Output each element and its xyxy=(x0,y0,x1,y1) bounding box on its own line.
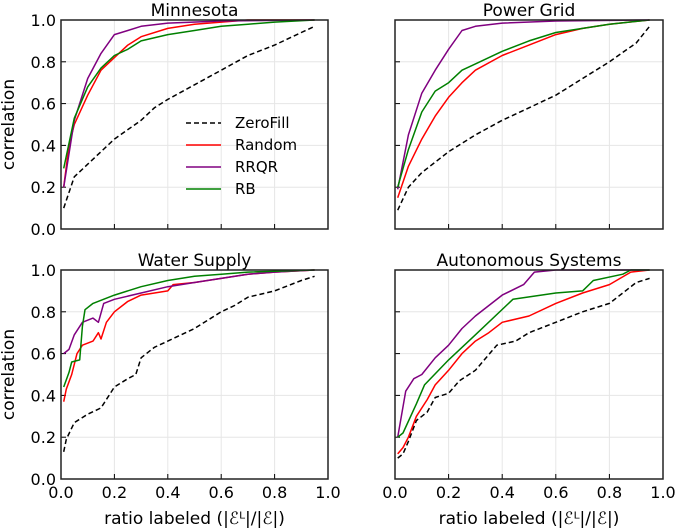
y-tick-label: 0.8 xyxy=(31,303,56,322)
series-line-rrqr xyxy=(396,269,650,438)
y-tick-label: 0.0 xyxy=(31,470,56,489)
x-tick-label: 1.0 xyxy=(650,483,675,502)
y-tick-label: 0.2 xyxy=(31,428,56,447)
x-tick-label: 0.8 xyxy=(597,483,622,502)
y-tick-label: 0.8 xyxy=(31,53,56,72)
series-line-zerofill xyxy=(62,275,315,452)
series-line-random xyxy=(397,269,650,455)
y-tick-label: 0.6 xyxy=(31,95,56,114)
series-line-rb xyxy=(396,19,650,188)
subplot-title: Power Grid xyxy=(483,1,575,21)
series-line-rb xyxy=(62,269,315,388)
x-tick-label: 0.0 xyxy=(48,483,73,502)
y-axis-label: correlation xyxy=(0,329,19,420)
series-line-zerofill xyxy=(62,25,315,209)
x-tick-label: 0.4 xyxy=(489,483,514,502)
y-tick-label: 0.2 xyxy=(31,178,56,197)
x-axis-label: ratio labeled (|ℰᴸ|/|ℰ|) xyxy=(439,509,620,529)
x-tick-label: 0.8 xyxy=(262,483,287,502)
y-tick-label: 1.0 xyxy=(31,11,56,30)
series-line-zerofill xyxy=(397,277,650,459)
y-tick-label: 0.4 xyxy=(31,136,56,155)
series-line-rb xyxy=(397,269,650,438)
y-tick-label: 1.0 xyxy=(31,261,56,280)
subplot-title: Autonomous Systems xyxy=(437,251,622,271)
legend-label: ZeroFill xyxy=(235,114,290,132)
x-tick-label: 0.0 xyxy=(382,483,407,502)
x-tick-label: 0.4 xyxy=(155,483,180,502)
axes-frame xyxy=(394,269,664,480)
series-line-rrqr xyxy=(62,19,315,188)
subplot-title: Minnesota xyxy=(151,1,239,21)
axes-frame xyxy=(394,19,664,230)
legend-label: Random xyxy=(235,136,297,154)
axes-frame xyxy=(60,19,329,230)
subplot-title: Water Supply xyxy=(138,251,252,271)
x-tick-label: 1.0 xyxy=(315,483,340,502)
y-tick-label: 0.4 xyxy=(31,386,56,405)
legend-label: RRQR xyxy=(235,158,278,176)
subplot-power-grid: Power Grid xyxy=(394,1,664,230)
subplot-minnesota: 0.0 0.2 0.4 0.6 0.8 1.0 Minnesota correlation Ze… xyxy=(0,1,329,239)
legend-label: RB xyxy=(235,180,256,198)
x-tick-label: 0.6 xyxy=(208,483,233,502)
y-tick-label: 0.6 xyxy=(31,345,56,364)
x-tick-label: 0.6 xyxy=(543,483,568,502)
y-axis-label: correlation xyxy=(0,79,19,170)
x-axis-label: ratio labeled (|ℰᴸ|/|ℰ|) xyxy=(104,509,285,529)
x-tick-label: 0.2 xyxy=(436,483,461,502)
series-line-zerofill xyxy=(397,25,651,211)
series-line-random xyxy=(396,19,650,198)
series-line-rb xyxy=(62,19,315,169)
y-tick-label: 0.0 xyxy=(31,220,56,239)
subplot-water-supply: 0.0 0.2 0.4 0.6 0.8 1.0 0.0 0.2 0.4 0.6 0.8 1.0 Wate… xyxy=(0,251,341,529)
series-line-rrqr xyxy=(63,269,315,355)
x-tick-label: 0.2 xyxy=(102,483,127,502)
legend: ZeroFill Random RRQR RB xyxy=(186,114,297,198)
subplot-autonomous-systems: 0.0 0.2 0.4 0.6 0.8 1.0 Autonomous Systems rati… xyxy=(382,251,675,529)
axes-frame xyxy=(60,269,329,480)
series-line-rrqr xyxy=(396,19,650,190)
